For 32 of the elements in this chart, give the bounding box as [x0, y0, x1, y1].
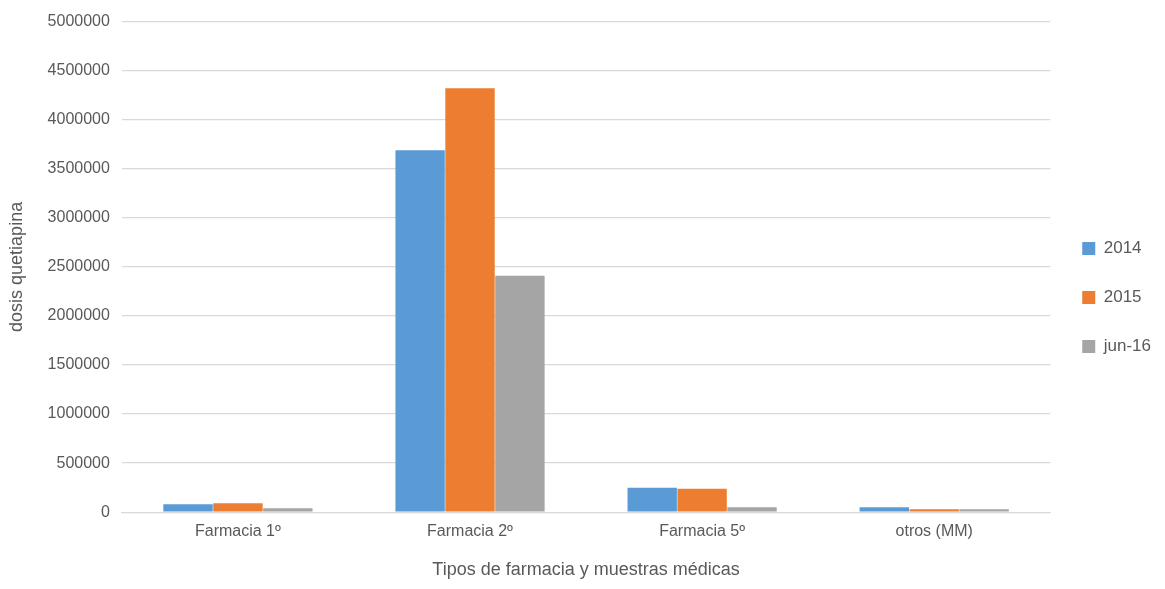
- bar: [859, 507, 909, 512]
- bar: [395, 150, 445, 512]
- bar: [727, 507, 777, 512]
- x-tick-label: otros (MM): [895, 522, 973, 540]
- legend-label: jun-16: [1102, 336, 1152, 356]
- x-axis-title: Tipos de farmacia y muestras médicas: [432, 559, 740, 580]
- y-tick-label: 1000000: [47, 404, 110, 422]
- bar: [909, 509, 959, 512]
- bar: [263, 508, 313, 512]
- x-tick-label: Farmacia 1º: [195, 522, 282, 540]
- y-tick-label: 2500000: [47, 257, 110, 275]
- bar: [959, 509, 1009, 512]
- y-tick-label: 500000: [56, 453, 110, 471]
- y-tick-label: 5000000: [47, 12, 110, 30]
- legend-label: 2015: [1103, 287, 1142, 307]
- bar: [445, 88, 495, 512]
- y-tick-label: 1500000: [47, 355, 110, 373]
- y-axis-title: dosis quetiapina: [5, 200, 26, 332]
- legend-label: 2014: [1103, 238, 1142, 258]
- y-tick-label: 0: [100, 502, 110, 520]
- bar: [213, 503, 263, 512]
- bar: [495, 275, 545, 512]
- y-tick-label: 3000000: [47, 208, 110, 226]
- bar: [677, 488, 727, 512]
- bar: [627, 487, 677, 512]
- bar: [163, 504, 213, 512]
- x-tick-label: Farmacia 5º: [659, 522, 746, 540]
- y-tick-label: 3500000: [47, 159, 110, 177]
- y-tick-label: 4500000: [47, 61, 110, 79]
- y-tick-label: 2000000: [47, 306, 110, 324]
- x-tick-label: Farmacia 2º: [427, 522, 514, 540]
- y-tick-label: 4000000: [47, 110, 110, 128]
